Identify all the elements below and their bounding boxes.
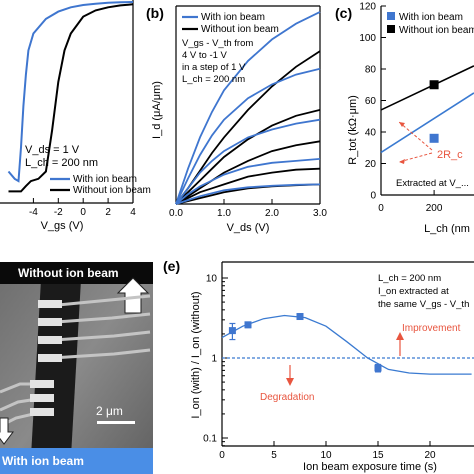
panel-c-fit-line-noion [380, 65, 474, 111]
panel-c-y-tick-label: 20 [365, 159, 377, 170]
panel-c-extracted-note: Extracted at V_... [396, 178, 469, 189]
panel-e-annotation-2: the same V_gs - V_th [378, 299, 469, 310]
panel-c-fit-line-ion [380, 92, 474, 154]
panel-e-annotation-1: I_on extracted at [378, 286, 449, 297]
panel-e-point [228, 327, 236, 335]
panel-e-x-tick-label: 0 [219, 450, 225, 461]
panel-a-annotation-lch: L_ch = 200 nm [25, 157, 98, 169]
panel-c-legend-noion: Without ion beam [399, 25, 474, 36]
panel-c-2rc-label: 2R_c [437, 149, 463, 161]
panel-c-legend-ion: With ion beam [399, 12, 463, 23]
panel-c-2rc-arrow-top [398, 121, 433, 151]
panel-c-ylabel: R_tot (kΩ·μm) [347, 95, 359, 165]
panel-a-annotation-vds: V_ds = 1 V [25, 144, 80, 156]
panel-c-y-tick-label: 0 [370, 191, 376, 202]
panel-c-label: (c) [335, 5, 352, 21]
degradation-arrowhead [286, 378, 294, 386]
panel-b-x-tick-label: 3.0 [313, 208, 327, 219]
panel-e-point [374, 364, 382, 372]
panel-b-xlabel: V_ds (V) [227, 222, 270, 234]
panel-e-point [296, 313, 304, 321]
panel-a-x-tick-label: -4 [29, 207, 38, 218]
panel-c-y-tick-label: 40 [365, 128, 377, 139]
panel-e: (e) 0.1 1 10 0 5 10 15 20 L_ch = 200 nm I_on ex… [163, 258, 474, 473]
panel-b-label: (b) [146, 5, 164, 21]
panel-b-x-tick-label: 2.0 [265, 208, 279, 219]
improvement-label: Improvement [402, 323, 461, 334]
panel-b: (b) 0.0 1.0 2.0 3.0 With ion beam Without i… [146, 5, 327, 234]
electrode-pads [30, 300, 62, 416]
panel-e-x-tick-label: 10 [320, 450, 332, 461]
panel-a-series-ion [7, 1, 134, 183]
device-channel [30, 262, 82, 474]
panel-c-legend-ion-marker [387, 12, 395, 20]
panel-c: (c) 0 20 40 60 80 100 120 0 200 With ion beam Wi… [335, 2, 474, 235]
panel-b-annotation-1: 4 V to -1 V [182, 50, 228, 61]
panel-b-annotation-3: L_ch = 200 nm [182, 74, 245, 85]
panel-a-x-tick-label: 0 [80, 207, 86, 218]
scale-bar [97, 421, 135, 424]
panel-c-point-ion [429, 133, 439, 143]
panel-c-y-tick-label: 100 [359, 33, 376, 44]
panel-b-annotation-2: in a step of 1 V [182, 62, 246, 73]
panel-c-x-tick-label: 200 [426, 203, 443, 214]
panel-b-legend-noion: Without ion beam [201, 24, 279, 35]
panel-e-annotation-0: L_ch = 200 nm [378, 273, 441, 284]
scale-bar-label: 2 μm [96, 404, 123, 418]
panel-b-annotation-0: V_gs - V_th from [182, 38, 253, 49]
panel-b-curve-noion-3 [175, 167, 321, 205]
panel-b-curve-ion-4 [175, 183, 321, 205]
panel-c-y-tick-label: 120 [359, 2, 376, 13]
panel-e-xlabel: Ion beam exposure time (s) [303, 461, 437, 473]
panel-e-y-tick-label: 0.1 [203, 434, 217, 445]
panel-b-curve-ion-1 [175, 67, 321, 205]
panel-a-legend-noion: Without ion beam [73, 185, 151, 196]
panel-e-point [244, 321, 252, 329]
panel-a: -4 -2 0 2 4 V_ds = 1 V L_ch = 200 nm With io… [0, 0, 151, 232]
panel-a-xlabel: V_gs (V) [41, 220, 84, 232]
panel-a-legend-ion: With ion beam [73, 174, 137, 185]
panel-c-2rc-arrowhead-top [399, 122, 405, 127]
panel-e-x-tick-label: 20 [424, 450, 436, 461]
down-arrow-icon [0, 417, 14, 445]
panel-e-y-tick-label: 1 [211, 354, 217, 365]
panel-a-x-tick-label: 4 [130, 207, 136, 218]
panel-d: Without ion beam 2 μm With ion beam [0, 262, 153, 474]
degradation-label: Degradation [260, 392, 314, 403]
panel-b-legend-ion: With ion beam [201, 12, 265, 23]
panel-c-2rc-arrow-bottom [398, 152, 433, 163]
panel-c-y-tick-label: 80 [365, 65, 377, 76]
panel-b-curve-noion-1 [175, 109, 321, 205]
panel-e-fit-curve [221, 314, 472, 375]
panel-b-curve-ion-3 [175, 158, 321, 205]
panel-c-point-noion [429, 80, 439, 90]
panel-b-x-tick-label: 1.0 [217, 208, 231, 219]
with-ion-beam-band [0, 448, 153, 474]
up-arrow-icon [116, 277, 150, 314]
improvement-arrowhead [396, 332, 404, 340]
panel-c-legend-noion-marker [387, 25, 395, 33]
panel-e-x-tick-label: 15 [372, 450, 384, 461]
panel-b-x-tick-label: 0.0 [169, 208, 183, 219]
panel-a-x-tick-label: -2 [54, 207, 63, 218]
panel-b-curve-noion-2 [175, 140, 321, 205]
panel-c-x-tick-label: 0 [378, 203, 384, 214]
panel-c-xlabel: L_ch (nm [424, 223, 470, 235]
panel-a-series-noion [8, 3, 134, 193]
panel-c-2rc-arrowhead-bottom [399, 159, 405, 164]
panel-b-ylabel: I_d (μA/μm) [151, 81, 163, 139]
panel-b-curve-ion-0 [175, 11, 321, 205]
without-ion-beam-band [0, 262, 153, 284]
panel-e-ylabel: I_on (with) / I_on (without) [190, 291, 202, 418]
panel-a-x-tick-label: 2 [105, 207, 111, 218]
without-ion-beam-label: Without ion beam [18, 266, 119, 280]
panel-e-y-tick-label: 10 [206, 274, 218, 285]
panel-e-x-tick-label: 5 [271, 450, 277, 461]
panel-c-y-tick-label: 60 [365, 96, 377, 107]
with-ion-beam-label: With ion beam [2, 454, 84, 468]
panel-e-label: (e) [163, 258, 180, 274]
panel-b-curve-ion-2 [175, 118, 321, 205]
